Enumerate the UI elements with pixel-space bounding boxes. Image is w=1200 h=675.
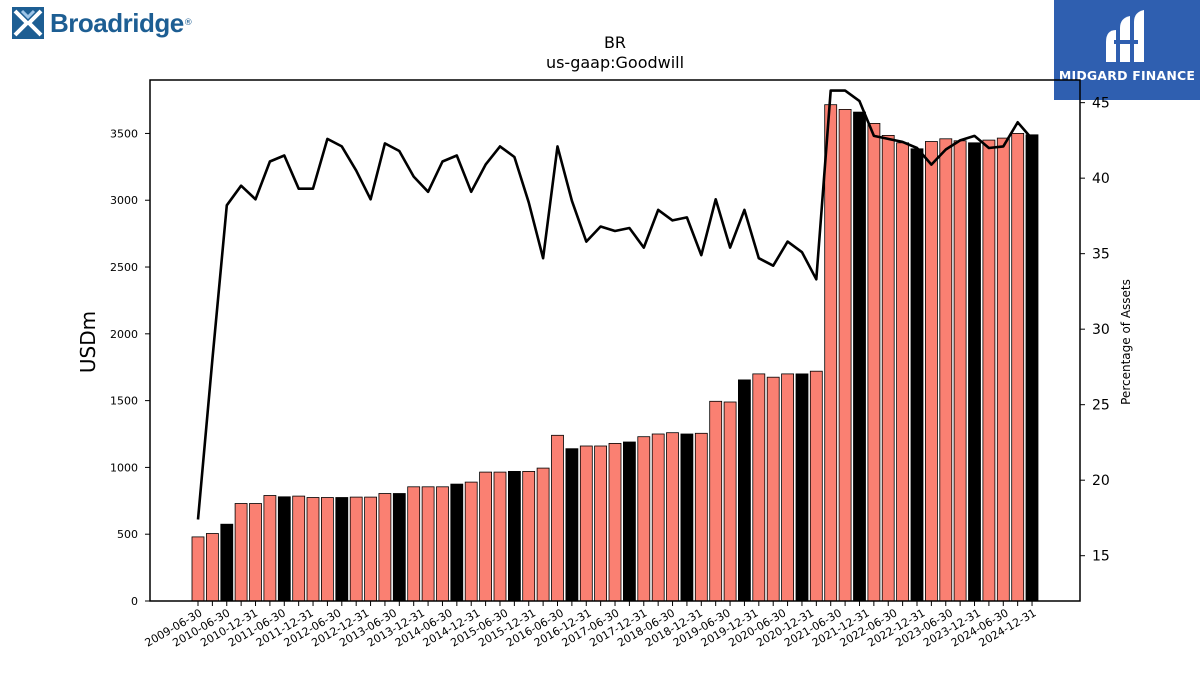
bar [378,493,392,602]
bar [968,142,981,602]
y-axis-label: USDm [76,311,100,373]
bar [651,433,665,602]
bar [464,481,478,602]
broadridge-mark-icon [12,7,44,39]
y2-tick-label: 15 [1092,549,1110,565]
bar [234,503,248,602]
bar [1011,132,1025,602]
bar [925,141,938,602]
bar-series [191,104,1039,602]
y-tick-label: 2000 [110,328,138,341]
midgard-wordmark: MIDGARD FINANCE [1058,68,1196,83]
bar [694,432,708,602]
bar [292,495,306,602]
broadridge-wordmark: Broadridge [50,7,184,38]
broadridge-logo: Broadridge ® [12,6,193,40]
bar [277,496,291,602]
bar [680,433,694,602]
y2-tick-label: 45 [1092,96,1110,112]
bar [594,445,607,602]
bar [436,486,449,602]
y2-tick-label: 20 [1092,473,1110,489]
y2-tick-label: 40 [1092,171,1110,187]
y-tick-label: 3500 [110,127,138,140]
bar [479,471,493,602]
bar [881,134,895,602]
registered-mark: ® [183,18,193,28]
bar [608,442,622,602]
bar [320,497,334,602]
bar [421,486,435,602]
y2-tick-label: 35 [1092,247,1110,263]
bar [795,373,809,602]
bar [364,496,378,602]
bar [249,503,262,602]
bar [996,137,1010,602]
bar [191,536,205,602]
y2-tick-label: 30 [1092,322,1110,338]
bar [939,138,953,602]
bar [752,373,766,602]
y-tick-label: 3000 [110,194,138,207]
bar [766,376,780,602]
bar [335,497,349,602]
bar [392,493,406,602]
bar [579,445,593,602]
midgard-mark-icon [1106,10,1144,62]
midgard-finance-logo: MIDGARD FINANCE [1054,0,1200,100]
bar [205,533,219,602]
bar [220,523,234,602]
bar [824,104,838,602]
bar [723,401,737,602]
bar [853,111,866,602]
bar [306,497,320,602]
bar [263,495,277,602]
y-tick-label: 0 [131,595,138,608]
y-tick-label: 500 [117,528,138,541]
bar [493,471,507,602]
bar [522,470,536,602]
bar [738,379,751,602]
bar [623,441,636,602]
bar [349,496,363,602]
bar [407,486,421,602]
chart-subtitle: us-gaap:Goodwill [546,53,684,72]
bar [1025,134,1039,602]
bar [838,109,852,602]
y2-axis-label: Percentage of Assets [1119,279,1133,405]
bar [666,432,679,602]
bar [551,434,564,602]
bar [565,448,579,602]
y-tick-label: 2500 [110,261,138,274]
bar [809,370,823,602]
bar [781,373,794,602]
bar [637,436,651,602]
y2-tick-label: 25 [1092,398,1110,414]
line-series [196,89,1033,520]
bar [507,470,521,602]
bar [896,142,909,602]
y-tick-label: 1000 [110,461,138,474]
bar [709,400,723,602]
percentage-line [196,89,1033,520]
bar [953,140,967,602]
bar [450,483,464,602]
bar [867,123,881,602]
chart-title: BR [604,33,626,52]
bar [536,467,550,602]
bar [910,148,924,602]
bar [982,139,996,602]
y-tick-label: 1500 [110,395,138,408]
